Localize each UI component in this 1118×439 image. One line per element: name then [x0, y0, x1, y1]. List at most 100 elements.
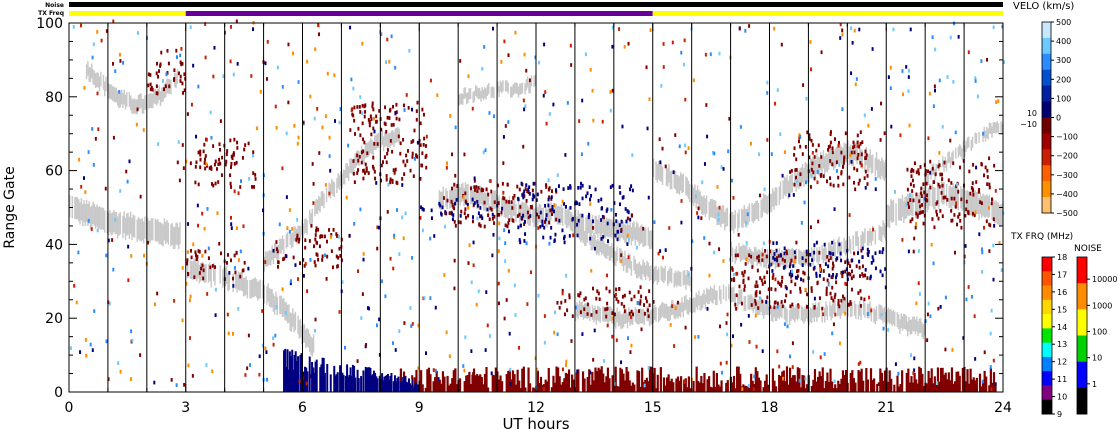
echo-speck [831, 285, 834, 290]
ground-scatter-cell [816, 247, 818, 263]
ground-scatter-cell [887, 307, 889, 323]
velocity-cell [476, 203, 479, 208]
velocity-cell [383, 376, 386, 392]
ground-scatter-cell [107, 83, 110, 99]
velocity-cell [631, 382, 634, 392]
velocity-cell [338, 246, 341, 251]
velocity-cell [602, 235, 605, 239]
velo-tick-label: 100 [1056, 94, 1071, 103]
velocity-cell [841, 370, 845, 392]
ground-scatter-cell [817, 250, 819, 265]
ground-scatter-cell [637, 309, 639, 325]
echo-speck [810, 67, 813, 72]
ground-scatter-cell [1000, 121, 1002, 133]
ground-scatter-cell [808, 310, 810, 326]
y-tick-label: 0 [54, 385, 63, 401]
ground-scatter-cell [454, 184, 456, 203]
velocity-cell [577, 185, 580, 190]
velocity-cell [772, 273, 775, 277]
velocity-cell [179, 74, 182, 79]
echo-speck [410, 324, 413, 328]
echo-speck [770, 152, 773, 156]
ground-scatter-cell [281, 235, 284, 251]
echo-speck [436, 93, 439, 98]
ground-scatter-cell [676, 302, 678, 318]
velocity-cell [564, 299, 567, 303]
velocity-cell [518, 212, 521, 217]
ground-scatter-cell [142, 98, 145, 114]
velocity-cell [468, 371, 471, 392]
velocity-cell [361, 121, 364, 126]
ground-scatter-cell [652, 308, 655, 324]
echo-speck [913, 356, 916, 361]
ground-scatter-cell [477, 190, 480, 209]
velocity-cell [392, 104, 395, 109]
echo-speck [758, 152, 761, 157]
velocity-cell [297, 239, 300, 244]
echo-speck [766, 80, 769, 85]
velocity-cell [867, 250, 870, 254]
velocity-cell [832, 388, 835, 392]
velocity-cell [827, 381, 831, 392]
echo-speck [609, 108, 612, 113]
echo-speck [444, 211, 447, 216]
ground-scatter-cell [319, 197, 321, 213]
velocity-cell [929, 377, 932, 392]
echo-speck [131, 338, 134, 343]
ground-scatter-cell [647, 227, 649, 246]
ground-scatter-cell [594, 305, 596, 321]
velocity-cell [372, 126, 375, 131]
echo-speck [187, 222, 190, 226]
echo-speck [901, 69, 904, 73]
ground-scatter-cell [166, 78, 168, 94]
velocity-cell [371, 164, 374, 169]
echo-speck [293, 124, 296, 128]
echo-speck [668, 226, 671, 230]
ground-scatter-cell [846, 143, 848, 162]
velo-color-swatch [1042, 197, 1051, 214]
velocity-cell [741, 271, 744, 275]
ground-scatter-cell [259, 279, 262, 299]
echo-speck [490, 371, 493, 376]
velocity-cell [686, 387, 689, 392]
velocity-cell [909, 219, 912, 224]
echo-speck [503, 228, 506, 232]
echo-speck [229, 59, 232, 64]
echo-speck [844, 311, 847, 316]
echo-speck [1000, 268, 1003, 272]
velocity-cell [533, 194, 536, 199]
ground-scatter-cell [586, 304, 589, 319]
velocity-cell [893, 384, 896, 392]
velocity-cell [941, 177, 944, 181]
velocity-cell [364, 110, 367, 114]
velocity-cell [776, 258, 779, 263]
velocity-cell [858, 259, 861, 264]
echo-speck [606, 323, 609, 328]
echo-speck [718, 51, 721, 56]
ground-scatter-cell [808, 249, 810, 265]
ground-scatter-cell [642, 228, 644, 248]
ground-scatter-cell [903, 200, 905, 224]
velocity-cell [581, 371, 585, 392]
velocity-cell [959, 165, 962, 170]
ground-scatter-cell [910, 319, 913, 335]
ground-scatter-cell [625, 257, 627, 273]
velocity-cell [825, 289, 828, 294]
ground-scatter-cell [630, 261, 633, 276]
velocity-cell [826, 372, 829, 392]
ground-scatter-cell [796, 169, 799, 188]
velocity-cell [363, 140, 366, 145]
echo-speck [994, 189, 997, 193]
echo-speck [647, 195, 650, 200]
ground-scatter-cell [638, 227, 640, 246]
velocity-cell [314, 233, 317, 237]
ground-scatter-cell [272, 249, 275, 264]
ground-scatter-cell [809, 158, 812, 177]
echo-speck [392, 266, 395, 271]
ground-scatter-cell [599, 237, 601, 252]
velocity-cell [646, 308, 649, 313]
velocity-cell [788, 367, 792, 392]
echo-speck [780, 42, 783, 47]
ground-scatter-cell [619, 310, 621, 326]
velocity-cell [952, 161, 955, 166]
